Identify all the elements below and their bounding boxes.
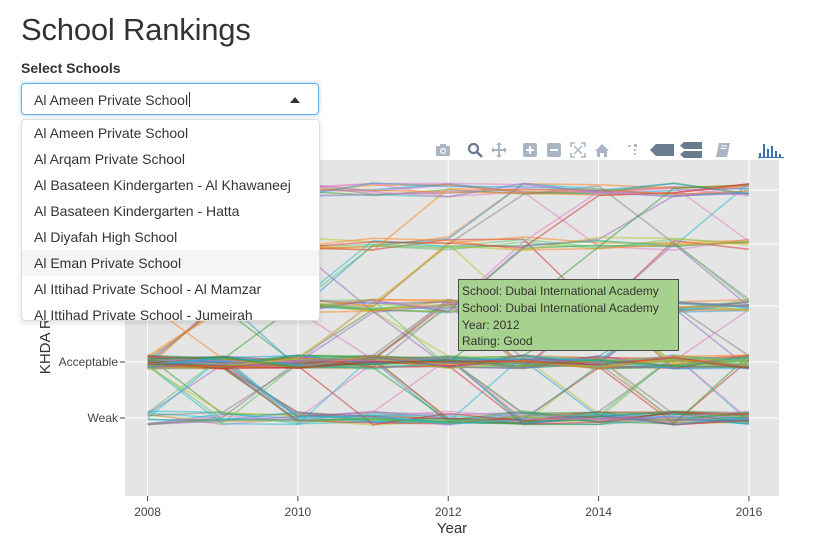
school-series-line[interactable] <box>147 360 749 425</box>
page-title: School Rankings <box>21 12 251 47</box>
dropdown-option[interactable]: Al Ittihad Private School - Jumeirah <box>34 307 253 321</box>
x-axis-title: Year <box>437 520 467 537</box>
school-series-line[interactable] <box>147 354 749 426</box>
plotly-logo-icon[interactable] <box>758 141 784 159</box>
plot-modebar <box>0 141 821 159</box>
hover-compare-icon[interactable] <box>680 141 702 159</box>
tooltip-line: Year: 2012 <box>462 317 520 332</box>
tooltip-line: School: Dubai International Academy <box>462 284 659 298</box>
school-select-input[interactable]: Al Ameen Private School <box>21 83 319 115</box>
chevron-up-icon[interactable] <box>290 97 300 103</box>
y-tick-label: Weak <box>88 411 119 425</box>
school-series-line[interactable] <box>147 357 749 421</box>
school-series-line[interactable] <box>147 356 750 369</box>
x-tick-label: 2012 <box>435 505 462 519</box>
toggle-spike-lines-icon[interactable] <box>622 141 640 159</box>
x-tick-label: 2016 <box>736 505 763 519</box>
select-schools-label: Select Schools <box>21 60 121 76</box>
hover-tooltip: School: Dubai International Academy Scho… <box>458 279 679 351</box>
x-tick-label: 2010 <box>285 505 312 519</box>
school-series-line[interactable] <box>147 356 749 368</box>
pan-icon[interactable] <box>490 141 508 159</box>
autoscale-icon[interactable] <box>569 141 587 159</box>
camera-icon[interactable] <box>434 141 452 159</box>
school-series-line[interactable] <box>147 303 749 370</box>
zoom-icon[interactable] <box>466 141 484 159</box>
tooltip-line: School: Dubai International Academy <box>462 300 659 315</box>
school-dropdown-menu: Al Ameen Private School Al Arqam Private… <box>21 119 320 321</box>
zoom-in-icon[interactable] <box>521 141 539 159</box>
x-tick-label: 2014 <box>585 505 612 519</box>
y-axis-ticks: Acceptable Weak <box>59 355 125 425</box>
dropdown-option[interactable]: Al Basateen Kindergarten - Hatta <box>34 203 240 219</box>
x-axis-ticks: 2008 2010 2012 2014 2016 <box>134 496 763 519</box>
hover-closest-icon[interactable] <box>650 141 674 159</box>
school-series-line[interactable] <box>147 357 749 370</box>
dropdown-option-highlighted[interactable]: Al Eman Private School <box>22 250 319 276</box>
school-series-line[interactable] <box>147 354 749 424</box>
y-tick-label: Acceptable <box>59 355 119 369</box>
reset-axes-icon[interactable] <box>593 141 611 159</box>
school-series-line[interactable] <box>147 355 750 425</box>
dropdown-option[interactable]: Al Ameen Private School <box>34 125 189 141</box>
dropdown-option[interactable]: Al Diyafah High School <box>34 229 178 245</box>
school-select-value[interactable]: Al Ameen Private School <box>34 92 191 108</box>
dropdown-option[interactable]: Al Ittihad Private School - Al Mamzar <box>34 281 262 297</box>
dropdown-option[interactable]: Al Arqam Private School <box>34 151 185 167</box>
zoom-out-icon[interactable] <box>545 141 563 159</box>
edit-in-chart-studio-icon[interactable] <box>714 141 732 159</box>
tooltip-line: Rating: Good <box>462 334 533 349</box>
x-tick-label: 2008 <box>134 505 161 519</box>
dropdown-option[interactable]: Al Basateen Kindergarten - Al Khawaneej <box>34 177 291 193</box>
